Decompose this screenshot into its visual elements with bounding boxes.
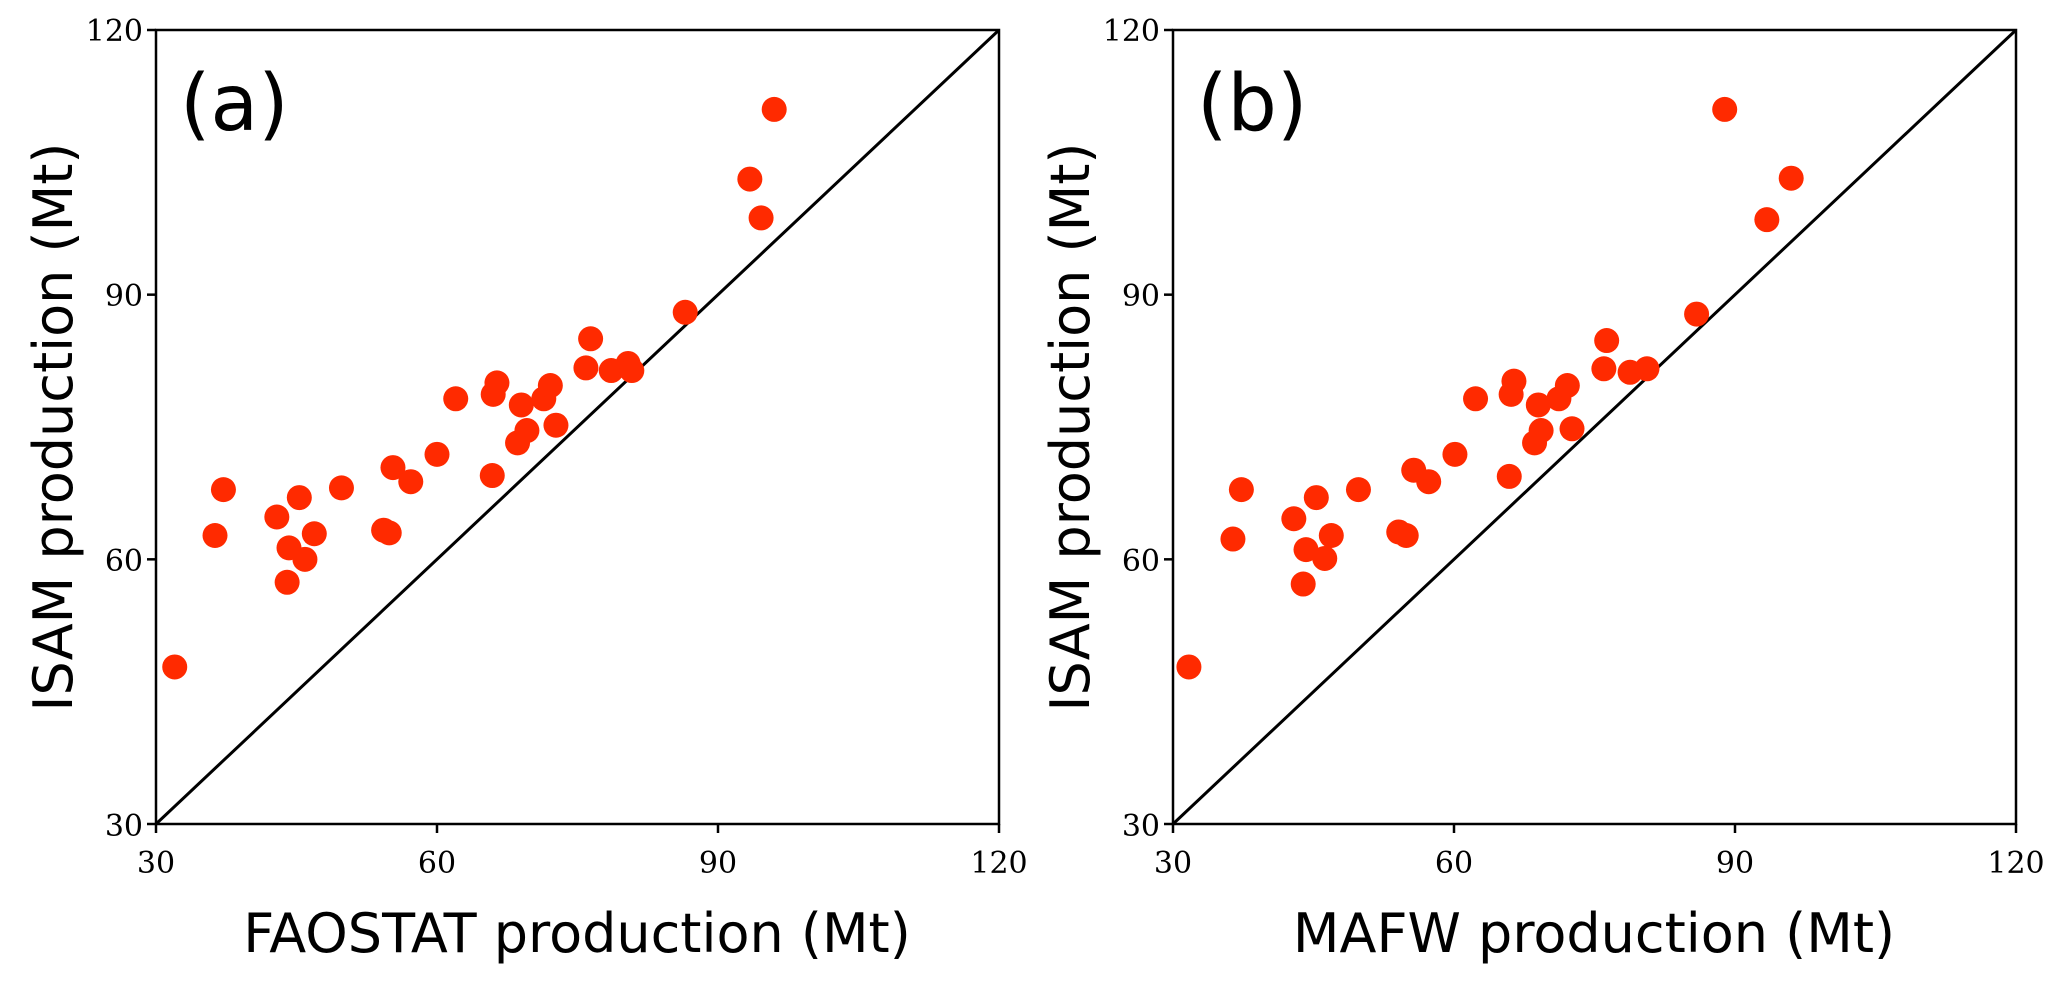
panel-a-scatter-plot: 120 90 60 30 30 60 90 120 FAOSTAT produc…	[22, 14, 1028, 965]
panel-b-data-point	[1525, 392, 1551, 418]
panel-a-data-point	[672, 299, 698, 325]
panel-b-data-point	[1393, 523, 1419, 549]
panel-b-data-point	[1293, 537, 1319, 563]
panel-b-x-axis-label: MAFW production (Mt)	[1293, 902, 1895, 965]
panel-a-plot-frame	[154, 28, 1001, 826]
panel-a-y-tick-120: 120	[86, 14, 143, 49]
panel-a-data-point	[619, 358, 645, 384]
panel-b-data-point	[1754, 207, 1780, 233]
panel-b-data-point	[1228, 477, 1254, 503]
panel-b-x-tick-90: 90	[1716, 846, 1754, 881]
panel-a-data-point	[210, 477, 236, 503]
panel-a-data-point	[264, 504, 290, 530]
panel-b-data-point	[1528, 418, 1554, 444]
panel-a-data-point	[424, 441, 450, 467]
panel-a-points	[162, 96, 787, 680]
panel-b-data-point	[1281, 506, 1307, 532]
panel-a-data-point	[443, 386, 469, 412]
panel-b-data-point	[1591, 356, 1617, 382]
panel-b-data-point	[1345, 477, 1371, 503]
panel-a-data-point	[286, 485, 312, 511]
panel-a-data-point	[162, 654, 188, 680]
panel-b-data-point	[1559, 416, 1585, 442]
panel-a-y-tick-30: 30	[105, 809, 143, 844]
panel-b-data-point	[1634, 356, 1660, 382]
panel-a-data-point	[543, 412, 569, 438]
panel-a-y-axis-label: ISAM production (Mt)	[22, 143, 85, 712]
panel-b-data-point	[1496, 463, 1522, 489]
panel-a-data-point	[761, 96, 787, 122]
panel-a-data-point	[328, 475, 354, 501]
panel-b-data-point	[1220, 526, 1246, 552]
panel-a-data-point	[274, 569, 300, 595]
panel-b-y-tick-60: 60	[1122, 544, 1160, 579]
panel-a-x-tick-90: 90	[699, 846, 737, 881]
panel-a-data-point	[376, 520, 402, 546]
panel-b-data-point	[1416, 469, 1442, 495]
panel-a-x-tick-60: 60	[418, 846, 456, 881]
panel-a-x-tick-120: 120	[970, 846, 1027, 881]
panel-a-data-point	[484, 370, 510, 396]
panel-a-data-point	[508, 392, 534, 418]
panel-a-data-point	[537, 373, 563, 399]
panel-b-data-point	[1501, 368, 1527, 394]
panel-a-data-point	[479, 463, 505, 489]
panel-b-y-tick-90: 90	[1122, 279, 1160, 314]
panel-a-data-point	[514, 418, 540, 444]
panel-b-x-tick-60: 60	[1435, 846, 1473, 881]
panel-a-x-axis-label: FAOSTAT production (Mt)	[243, 902, 911, 965]
panel-a-data-point	[573, 355, 599, 381]
panel-a-data-point	[301, 521, 327, 547]
panel-a-tick-marks	[147, 28, 1001, 833]
panel-a-y-tick-90: 90	[105, 279, 143, 314]
panel-b-x-tick-120: 120	[1987, 846, 2044, 881]
panel-b-data-point	[1594, 328, 1620, 354]
panel-a-identity-line	[154, 28, 1001, 826]
panel-b-data-point	[1318, 523, 1344, 549]
panel-a-data-point	[748, 205, 774, 231]
panel-b-data-point	[1778, 165, 1804, 191]
panel-b-y-axis-label: ISAM production (Mt)	[1039, 143, 1102, 712]
panel-b-scatter-plot: 120 90 60 30 30 60 90 120 MAFW productio…	[1039, 14, 2045, 965]
panel-b-y-tick-120: 120	[1103, 14, 1160, 49]
panel-b-data-point	[1290, 571, 1316, 597]
panel-b-plot-frame	[1171, 28, 2018, 826]
panel-b-data-point	[1712, 96, 1738, 122]
panel-b-label: (b)	[1197, 59, 1307, 149]
panel-a-data-point	[292, 546, 318, 572]
panel-a-data-point	[202, 523, 228, 549]
panel-b-data-point	[1442, 441, 1468, 467]
panel-a-data-point	[380, 455, 406, 481]
panel-b-data-point	[1176, 654, 1202, 680]
panel-a-data-point	[578, 326, 604, 352]
panel-a-data-point	[398, 469, 424, 495]
panel-b-data-point	[1463, 386, 1489, 412]
panel-b-points	[1176, 96, 1804, 680]
panel-b-tick-marks	[1164, 28, 2018, 833]
panel-a-x-tick-30: 30	[137, 846, 175, 881]
panel-b-data-point	[1684, 301, 1710, 327]
panel-a-data-point	[737, 166, 763, 192]
panel-b-y-tick-30: 30	[1122, 809, 1160, 844]
panel-b-data-point	[1303, 485, 1329, 511]
panel-b-identity-line	[1171, 28, 2018, 826]
panel-b-x-tick-30: 30	[1154, 846, 1192, 881]
panel-a-y-tick-60: 60	[105, 544, 143, 579]
panel-b-data-point	[1554, 373, 1580, 399]
panel-b-data-point	[1312, 545, 1338, 571]
panel-a-label: (a)	[180, 59, 289, 149]
